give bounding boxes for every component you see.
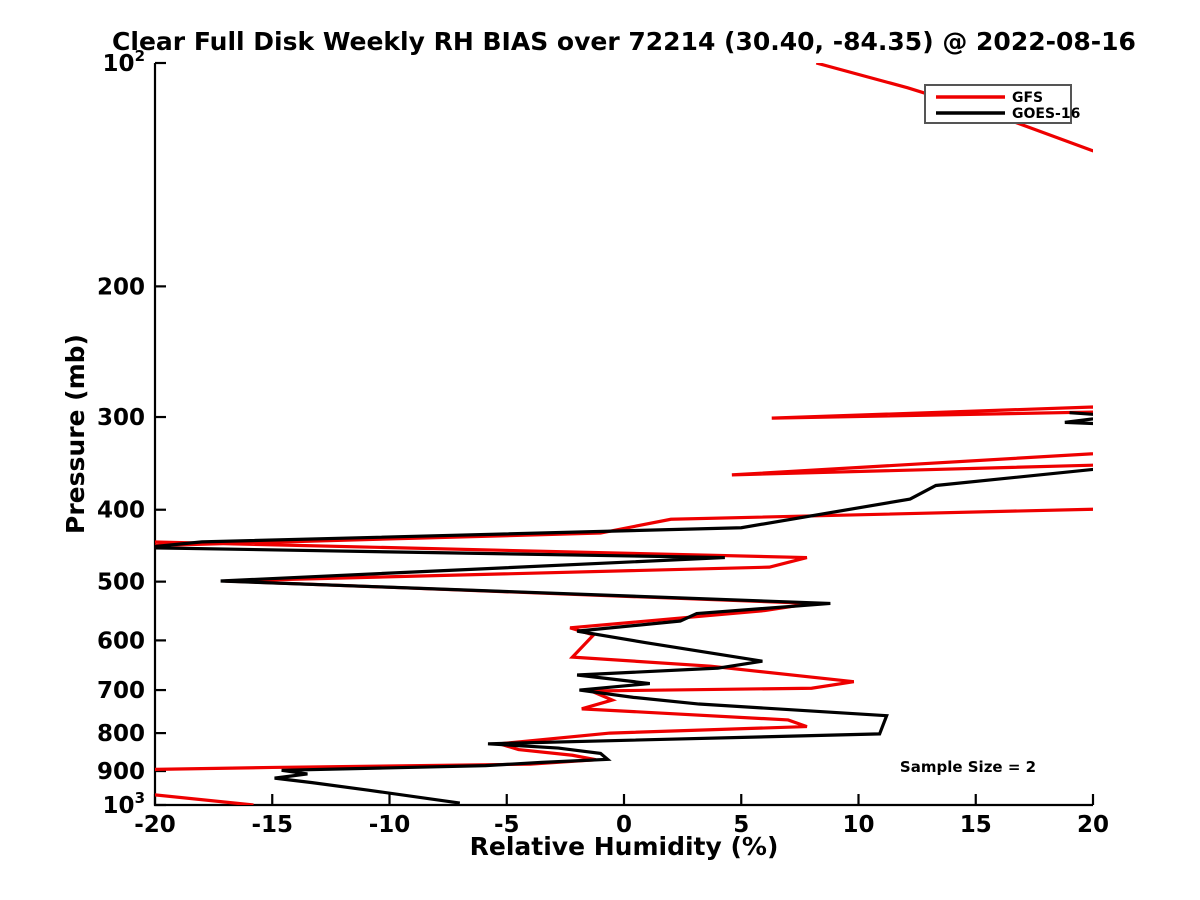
x-tick-label: 0 (616, 812, 632, 838)
x-tick-label: 10 (842, 812, 874, 838)
y-tick-label: 700 (97, 678, 145, 704)
y-tick-label: 900 (97, 759, 145, 785)
y-tick-label: 200 (97, 274, 145, 300)
x-tick-label: -5 (494, 812, 520, 838)
x-tick-label: -10 (369, 812, 411, 838)
y-axis-title: Pressure (mb) (61, 334, 90, 534)
y-tick-label: 600 (97, 628, 145, 654)
x-axis-title: Relative Humidity (%) (470, 832, 779, 861)
y-tick-label: 300 (97, 405, 145, 431)
chart-legend: GFS GOES-16 (924, 84, 1080, 124)
x-tick-label: 15 (960, 812, 992, 838)
legend-label-gfs: GFS (1012, 90, 1043, 106)
chart-title: Clear Full Disk Weekly RH BIAS over 7221… (112, 27, 1136, 56)
x-tick-label: -15 (251, 812, 293, 838)
x-tick-label: 20 (1077, 812, 1109, 838)
legend-background (924, 84, 1072, 124)
x-axis-ticks: -20 -15 -10 -5 0 5 10 15 20 (134, 794, 1109, 838)
series-line-goes-16 (155, 411, 1093, 805)
y-tick-label: 800 (97, 721, 145, 747)
x-tick-label: 5 (733, 812, 749, 838)
data-series-group (155, 63, 1093, 805)
legend-label-goes16: GOES-16 (1012, 106, 1080, 122)
sample-size-annotation: Sample Size = 2 (900, 758, 1036, 776)
x-tick-label: -20 (134, 812, 176, 838)
y-tick-label: 400 (97, 498, 145, 524)
y-tick-label: 500 (97, 570, 145, 596)
